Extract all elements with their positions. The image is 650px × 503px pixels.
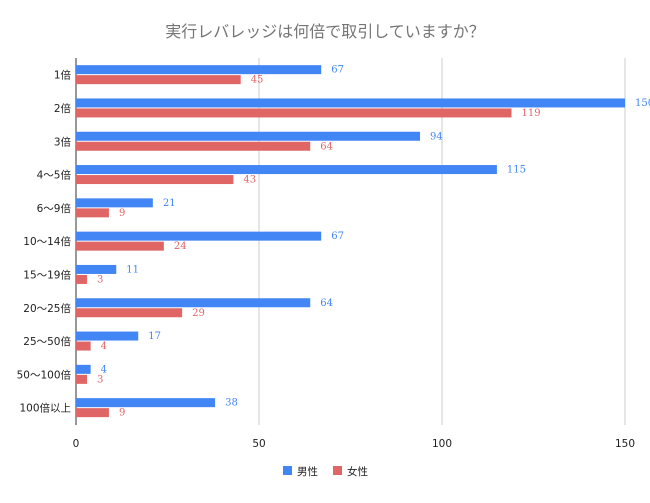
bar — [76, 341, 91, 351]
category-label: 4〜5倍 — [37, 169, 72, 182]
x-tick-labels: 0 50 100 150 — [73, 438, 635, 450]
bar — [76, 198, 153, 208]
bar — [76, 264, 117, 274]
bar — [76, 398, 216, 408]
category-label: 15〜19倍 — [23, 268, 71, 281]
chart-title: 実行レバレッジは何倍で取引していますか？ — [165, 22, 485, 41]
data-label: 115 — [507, 165, 526, 176]
category-label: 1倍 — [54, 69, 72, 82]
data-label: 3 — [97, 274, 103, 285]
data-label: 45 — [251, 75, 264, 86]
bars: 6745150119946411543219672411364291744338… — [76, 65, 650, 419]
data-label: 4 — [101, 341, 107, 352]
data-label: 24 — [174, 241, 187, 252]
data-label: 4 — [101, 364, 107, 375]
bar — [76, 298, 311, 308]
x-tick-label: 50 — [252, 438, 265, 450]
data-label: 9 — [119, 408, 125, 419]
x-tick-label: 100 — [432, 438, 452, 450]
category-label: 10〜14倍 — [23, 235, 71, 248]
bar — [76, 175, 234, 185]
data-label: 150 — [635, 98, 650, 109]
bar — [76, 131, 421, 141]
bar — [76, 208, 109, 218]
category-label: 50〜100倍 — [17, 368, 72, 381]
legend: 男性 女性 — [283, 465, 368, 478]
data-label: 67 — [331, 231, 344, 242]
data-label: 11 — [126, 264, 139, 275]
category-label: 100倍以上 — [19, 402, 71, 415]
data-label: 17 — [148, 331, 161, 342]
data-label: 21 — [163, 198, 176, 209]
bar — [76, 141, 311, 151]
x-tick-label: 150 — [615, 438, 635, 450]
legend-swatch — [333, 466, 342, 475]
bar — [76, 231, 322, 241]
category-label: 20〜25倍 — [23, 302, 71, 315]
category-label: 6〜9倍 — [37, 202, 72, 215]
bar — [76, 108, 512, 118]
bar — [76, 408, 109, 418]
bar — [76, 374, 87, 384]
data-label: 3 — [97, 374, 103, 385]
bar — [76, 308, 183, 318]
category-label: 25〜50倍 — [23, 335, 71, 348]
legend-label: 男性 — [297, 465, 318, 478]
legend-label: 女性 — [347, 465, 368, 478]
bar — [76, 241, 164, 251]
bar — [76, 165, 497, 175]
data-label: 94 — [430, 131, 443, 142]
bar — [76, 364, 91, 374]
category-label: 3倍 — [54, 135, 72, 148]
data-label: 9 — [119, 208, 125, 219]
bar — [76, 75, 241, 85]
data-label: 38 — [225, 398, 238, 409]
gridlines — [75, 58, 626, 425]
data-label: 43 — [243, 175, 256, 186]
x-tick-label: 0 — [73, 438, 80, 450]
bar — [76, 98, 625, 108]
category-label: 2倍 — [54, 102, 72, 115]
category-labels: 1倍 2倍 3倍 4〜5倍 6〜9倍 10〜14倍 15〜19倍 20〜25倍 25〜50倍 50… — [17, 69, 72, 415]
bar — [76, 331, 139, 341]
data-label: 64 — [320, 141, 333, 152]
legend-swatch — [283, 466, 292, 475]
bar — [76, 65, 322, 75]
data-label: 119 — [522, 108, 541, 119]
data-label: 64 — [320, 298, 333, 309]
data-label: 29 — [192, 308, 205, 319]
bar — [76, 274, 87, 284]
data-label: 67 — [331, 65, 344, 76]
